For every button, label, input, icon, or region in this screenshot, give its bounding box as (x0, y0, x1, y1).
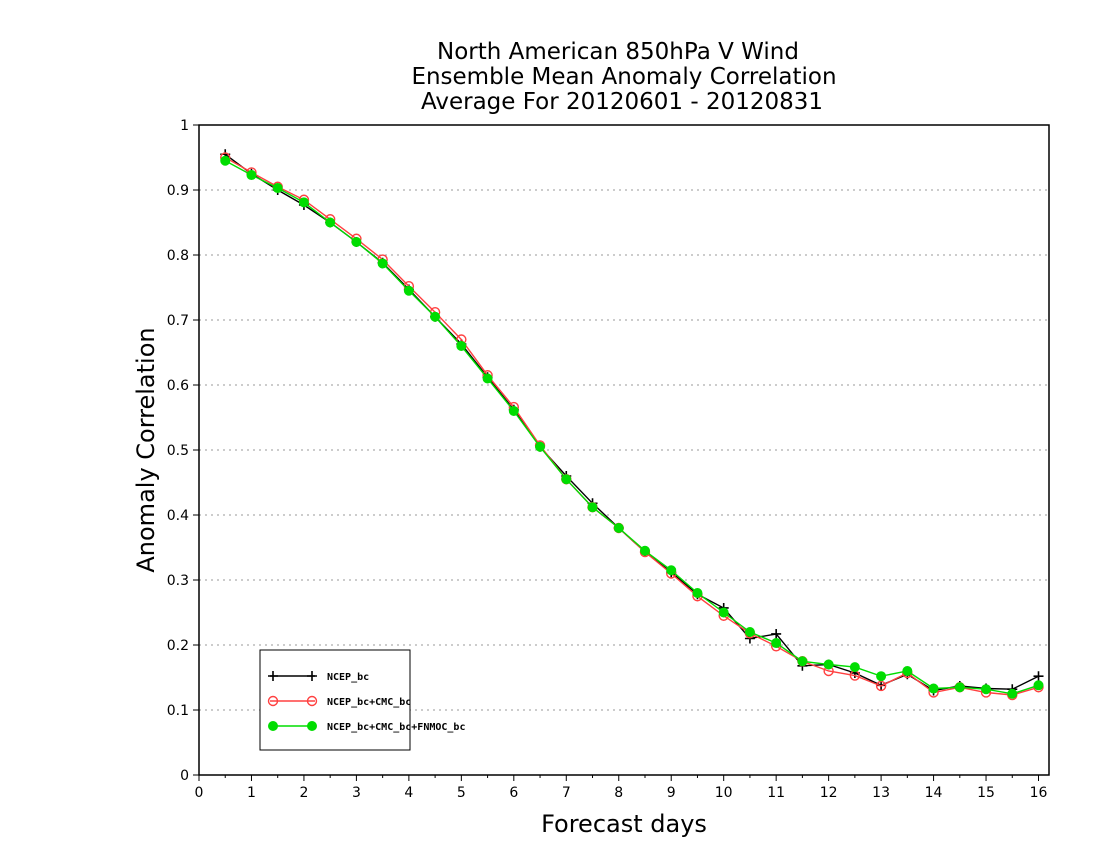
x-tick-label: 10 (715, 785, 733, 801)
x-tick-label: 3 (352, 785, 361, 801)
y-tick-label: 0.3 (167, 573, 189, 589)
x-tick-label: 5 (457, 785, 466, 801)
legend-box (259, 649, 411, 751)
series-1 (220, 149, 1044, 696)
x-tick-label: 0 (195, 785, 204, 801)
series-3-point (823, 659, 834, 670)
y-tick-label: 0.8 (167, 248, 189, 264)
legend-marker-3 (307, 721, 317, 731)
series-3-point (1033, 680, 1044, 691)
x-tick-label: 11 (767, 785, 785, 801)
legend-marker-3 (268, 721, 278, 731)
y-tick-label: 0.4 (167, 508, 189, 524)
legend-marker-1 (307, 671, 317, 681)
legend-marker-2 (267, 695, 279, 707)
series-2 (220, 152, 1044, 701)
x-tick-label: 2 (299, 785, 308, 801)
x-tick-label: 13 (872, 785, 890, 801)
series-3-point (351, 237, 362, 247)
series-3-point (718, 607, 729, 618)
series-3-point (430, 311, 441, 322)
series-3-point (1007, 688, 1018, 699)
legend-marker-2 (306, 695, 318, 707)
x-tick-label: 7 (562, 785, 571, 801)
y-tick-label: 0 (180, 768, 189, 784)
x-tick-label: 8 (614, 785, 623, 801)
series-2-point (875, 680, 887, 692)
series-1-point (771, 628, 782, 639)
y-tick-label: 0.5 (167, 443, 189, 459)
series-3-point (246, 170, 257, 181)
x-tick-label: 15 (977, 785, 995, 801)
series-3-point (456, 341, 467, 351)
series-3-point (692, 588, 703, 598)
series-3-point (666, 565, 677, 576)
x-tick-label: 9 (667, 785, 676, 801)
y-tick-label: 0.6 (167, 378, 189, 394)
x-tick-label: 14 (925, 785, 943, 801)
series-3-point (325, 217, 336, 228)
legend-label-1: NCEP_bc (327, 672, 369, 683)
grid-lines (199, 189, 1049, 711)
y-tick-label: 0.1 (167, 703, 189, 719)
series-3-point (639, 545, 650, 556)
series-3-point (508, 406, 519, 416)
x-tick-label: 16 (1030, 785, 1048, 801)
x-tick-label: 4 (404, 785, 413, 801)
chart-title-line-2: Ensemble Mean Anomaly Correlation (411, 64, 836, 90)
series-3-point (482, 373, 493, 384)
series-3-point (744, 627, 755, 637)
series-3-point (981, 684, 992, 695)
series-3-point (272, 183, 283, 194)
legend-marker-1 (268, 671, 278, 681)
chart-title-line-3: Average For 20120601 - 20120831 (421, 89, 823, 115)
series-3-point (220, 155, 231, 166)
series-3-point (561, 474, 572, 485)
legend: NCEP_bc NCEP_bc+CMC_bc NCEP_bc+CMC_bc+FNMO… (259, 649, 465, 751)
series-3-point (403, 285, 414, 296)
series-3-point (902, 666, 913, 676)
series-3-point (298, 197, 309, 208)
series-3-point (954, 682, 965, 693)
series-3 (220, 155, 1044, 699)
y-tick-label: 0.7 (167, 313, 189, 329)
series-3-point (613, 523, 624, 533)
series-3-point (928, 683, 939, 694)
y-axis-label: Anomaly Correlation (132, 327, 160, 572)
y-tick-label: 0.9 (167, 183, 189, 199)
legend-label-3: NCEP_bc+CMC_bc+FNMOC_bc (327, 722, 465, 733)
series-3-point (535, 441, 546, 452)
series-3-point (377, 258, 388, 269)
series-3-point (771, 638, 782, 649)
x-axis-label: Forecast days (541, 810, 707, 838)
chart-title-line-1: North American 850hPa V Wind (437, 39, 799, 65)
series-2-line (224, 156, 1039, 696)
x-tick-label: 6 (509, 785, 518, 801)
series-3-point (876, 671, 887, 682)
series-3-line (224, 160, 1039, 695)
series-3-point (587, 502, 598, 513)
legend-label-2: NCEP_bc+CMC_bc (327, 697, 411, 708)
y-tick-label: 1 (180, 118, 189, 134)
data-series (220, 149, 1044, 701)
series-3-point (849, 662, 860, 673)
y-tick-label: 0.2 (167, 638, 189, 654)
axis-ticks: 00.10.20.30.40.50.60.70.80.910 1 2 3 4 5 6 7 8 9 1… (167, 118, 1048, 801)
x-tick-label: 12 (820, 785, 838, 801)
series-3-point (797, 656, 808, 667)
x-tick-label: 1 (247, 785, 256, 801)
series-1-point (1033, 671, 1044, 682)
